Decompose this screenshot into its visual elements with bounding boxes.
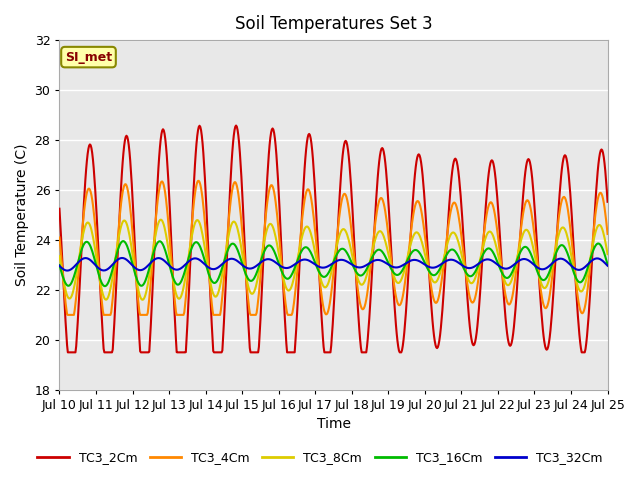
Y-axis label: Soil Temperature (C): Soil Temperature (C) [15,144,29,286]
Legend: TC3_2Cm, TC3_4Cm, TC3_8Cm, TC3_16Cm, TC3_32Cm: TC3_2Cm, TC3_4Cm, TC3_8Cm, TC3_16Cm, TC3… [33,446,607,469]
X-axis label: Time: Time [317,418,351,432]
Title: Soil Temperatures Set 3: Soil Temperatures Set 3 [235,15,433,33]
Text: SI_met: SI_met [65,50,112,64]
